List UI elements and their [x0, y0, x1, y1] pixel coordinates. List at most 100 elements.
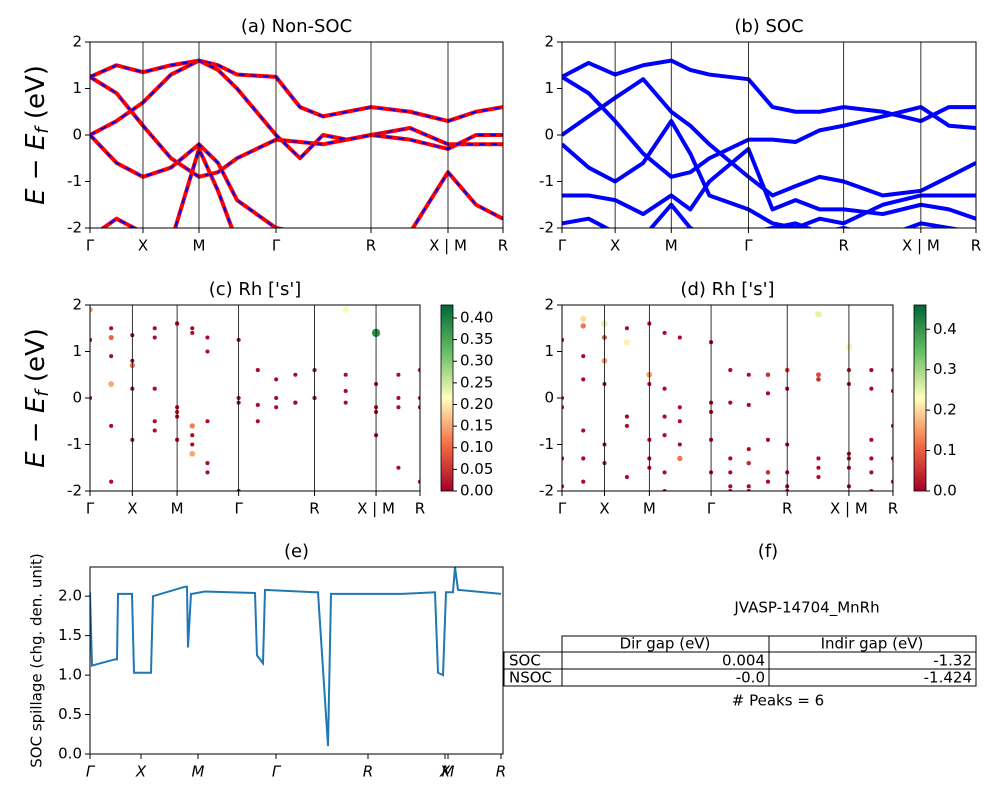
projection-point [562, 405, 565, 410]
projection-point [624, 414, 629, 419]
table-cell: 0.004 [722, 652, 765, 670]
projection-point [890, 368, 893, 373]
projection-point [728, 368, 733, 373]
band-dashed [101, 146, 233, 228]
projection-point [562, 395, 565, 401]
projection-point [153, 503, 157, 507]
y-tick-label: -2 [539, 482, 554, 500]
projection-point [677, 405, 682, 410]
projection-point [344, 503, 348, 507]
projection-point [728, 488, 733, 491]
projection-point [580, 323, 586, 329]
projection-point [417, 479, 420, 484]
x-tick-label: Γ [744, 237, 753, 255]
x-tick-label: R [415, 500, 425, 518]
y-tick-label: -1 [67, 435, 82, 453]
projection-point [816, 498, 820, 502]
projection-point [746, 447, 751, 452]
panel-title: (d) Rh ['s'] [680, 279, 774, 300]
projection-point [256, 503, 260, 507]
spillage-line [90, 567, 502, 747]
x-tick-label: M [643, 500, 656, 518]
projection-point [815, 310, 822, 318]
panel-title: (e) [284, 541, 309, 562]
projection-point [890, 456, 893, 461]
x-tick-label: Γ [86, 500, 95, 518]
projection-point [274, 503, 278, 507]
projection-point [109, 479, 114, 484]
projection-point [816, 465, 821, 470]
projection-point [580, 315, 587, 323]
projection-point [766, 494, 770, 498]
projection-point [677, 335, 682, 340]
y-tick-label: 1 [72, 79, 82, 97]
projection-point [562, 456, 565, 461]
projection-point [746, 372, 751, 377]
x-tick-label: R [888, 500, 898, 518]
projection-point [396, 503, 400, 507]
projection-point [255, 419, 260, 424]
x-tick-label: M [665, 237, 678, 255]
y-tick-label: 1 [544, 79, 554, 97]
projection-point [152, 428, 157, 433]
colorbar-tick-label: 0.3 [933, 360, 957, 378]
y-tick-label: 2 [72, 33, 82, 51]
x-tick-label: Γ [86, 763, 96, 781]
projection-point [108, 381, 115, 387]
x-tick-label: Γ [272, 237, 281, 255]
projection-point [562, 484, 565, 489]
projection-point [205, 470, 210, 475]
colorbar-tick-label: 0.40 [460, 308, 493, 326]
band [562, 58, 976, 124]
projection-point [190, 326, 195, 331]
projection-point [581, 377, 586, 382]
x-tick-label: X [599, 500, 609, 518]
projection-point [205, 349, 210, 354]
projection-point [765, 470, 771, 475]
x-tick-label: X | M [357, 500, 395, 518]
colorbar-tick-label: 0.35 [460, 330, 493, 348]
y-label-sub: f [32, 125, 53, 134]
y-tick-label: 0.0 [58, 745, 82, 763]
projection-point [396, 395, 401, 401]
projection-point [624, 474, 629, 480]
projection-point [677, 442, 682, 447]
projection-point [678, 498, 682, 502]
projection-point [625, 498, 629, 502]
projection-point [343, 400, 348, 405]
x-tick-label: X [135, 763, 147, 781]
table-cell: -1.32 [933, 652, 972, 670]
y-tick-label: -2 [539, 219, 554, 237]
projection-point [343, 372, 348, 377]
x-tick-label: R [782, 500, 792, 518]
table-header: Indir gap (eV) [821, 635, 924, 653]
panel-title: (a) Non-SOC [241, 16, 352, 37]
panel-title: (c) Rh ['s'] [209, 279, 302, 300]
axes-frame [89, 566, 504, 755]
band [90, 133, 503, 228]
projection-point [869, 488, 874, 491]
projection-point [816, 456, 821, 461]
projection-point [190, 442, 195, 447]
x-tick-label: Γ [234, 500, 243, 518]
colorbar-tick-label: 0.4 [933, 320, 957, 338]
projection-point [728, 400, 733, 405]
projection-point [869, 456, 874, 461]
table-cell: NSOC [509, 669, 552, 687]
x-tick-label: M [192, 763, 205, 781]
projection-point [765, 391, 771, 396]
colorbar-tick-label: 0.10 [460, 438, 493, 456]
projection-point [746, 488, 751, 491]
projection-point [190, 330, 195, 335]
projection-point [417, 368, 420, 373]
projection-point [205, 461, 210, 466]
projection-point [746, 402, 751, 408]
projection-point [581, 428, 586, 433]
projection-point [293, 400, 298, 405]
panel-f: (f) JVASP-14704_MnRh Dir gap (eV) Indir … [503, 541, 977, 710]
plot-area [90, 306, 420, 507]
band [99, 146, 234, 228]
x-tick-label: X [127, 500, 137, 518]
